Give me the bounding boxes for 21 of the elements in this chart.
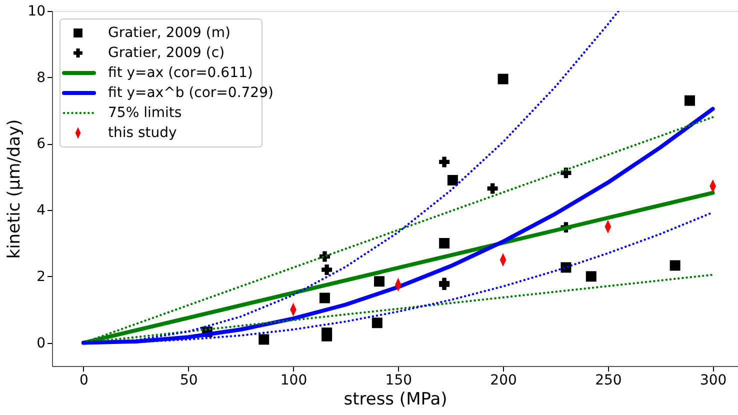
x-tick-label: 250 [595, 372, 622, 388]
y-axis-title: kinetic (μm/day) [4, 119, 25, 259]
legend-label: this study [108, 125, 177, 141]
legend-label: fit y=ax^b (cor=0.729) [108, 85, 274, 101]
legend-label: fit y=ax (cor=0.611) [108, 65, 253, 81]
x-tick-label: 0 [80, 372, 88, 388]
y-tick-label: 4 [36, 202, 46, 219]
legend-label: Gratier, 2009 (c) [108, 45, 225, 61]
x-tick-label: 200 [490, 372, 517, 388]
x-tick-label: 100 [280, 372, 308, 388]
x-tick-label: 150 [385, 372, 412, 388]
x-tick-label: 50 [180, 372, 198, 388]
y-tick-label: 2 [36, 268, 46, 285]
y-tick-label: 10 [28, 4, 46, 20]
x-tick-label: 300 [700, 372, 727, 388]
legend-label: Gratier, 2009 (m) [108, 25, 230, 41]
x-axis-title: stress (MPa) [344, 390, 448, 410]
legend-label: 75% limits [108, 105, 182, 121]
y-tick-label: 8 [36, 70, 46, 86]
y-tick-label: 0 [36, 335, 46, 352]
y-tick-label: 6 [36, 136, 46, 152]
